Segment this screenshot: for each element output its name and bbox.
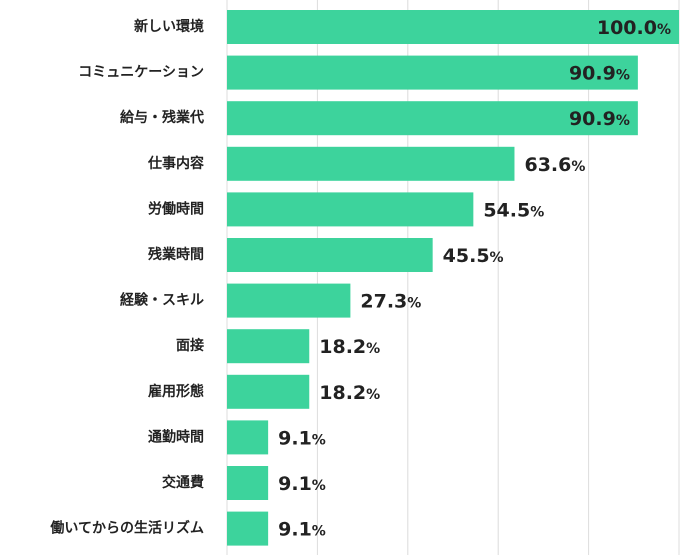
category-label: 仕事内容 [147,155,204,172]
bar [227,146,515,181]
category-label: コミュニケーション [78,65,204,81]
bar [227,374,310,409]
value-label: 27.3% [360,291,421,313]
value-label: 90.9% [569,108,630,130]
bar [227,511,269,546]
value-label: 9.1% [278,519,326,541]
bar [227,283,351,318]
category-label: 通勤時間 [148,428,204,445]
category-label: 交通費 [162,474,204,491]
bars [227,10,679,546]
grid-lines [226,0,680,555]
bar [227,101,638,136]
category-label: 給与・残業代 [120,109,204,126]
value-label: 63.6% [524,154,585,176]
category-label: 経験・スキル [120,292,204,309]
value-label: 54.5% [483,199,544,221]
value-label: 100.0% [597,17,671,39]
bar [227,192,474,227]
category-label: 面接 [176,337,204,354]
value-label: 90.9% [569,63,630,85]
value-label: 45.5% [443,245,504,267]
bar [227,329,310,364]
category-label: 労働時間 [148,200,204,217]
category-label: 残業時間 [148,246,204,263]
bar [227,55,638,90]
category-label: 新しい環境 [134,18,204,35]
value-label: 18.2% [319,382,380,404]
value-label: 18.2% [319,336,380,358]
category-labels: 新しい環境コミュニケーション給与・残業代仕事内容労働時間残業時間経験・スキル面接… [49,18,204,537]
category-label: 雇用形態 [148,383,204,400]
bar [227,466,269,500]
value-labels: 100.0% 90.9% 90.9% 63.6% 54.5% 45.5% 27.3% 18.2… [278,17,671,541]
bar [227,238,433,272]
category-label: 働いてからの生活リズム [49,520,204,537]
bar [227,10,679,44]
value-label: 9.1% [278,427,326,449]
value-label: 9.1% [278,473,326,495]
bar [227,420,269,455]
